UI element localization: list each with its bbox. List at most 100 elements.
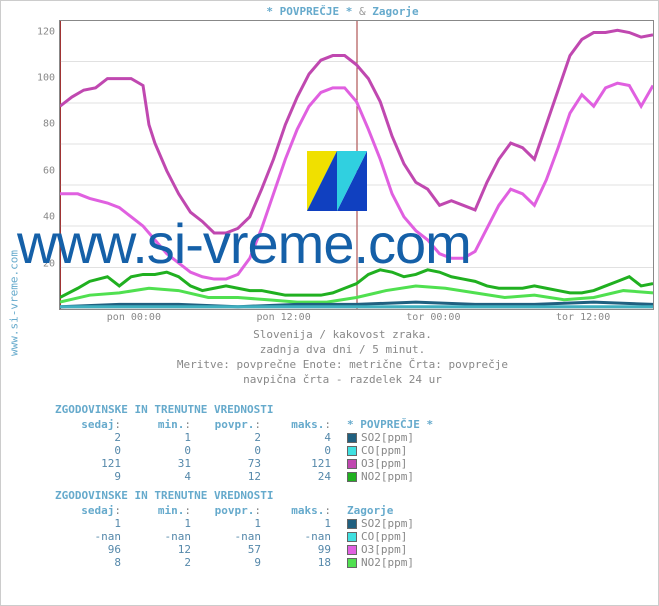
caption-line: navpična črta - razdelek 24 ur	[27, 373, 658, 388]
table-cell: 24	[265, 470, 335, 483]
ytick: 100	[37, 73, 55, 84]
table: sedaj:min.:povpr.:maks.:Zagorje1111SO2[p…	[55, 504, 418, 569]
table-cell: -nan	[195, 530, 265, 543]
series-label: NO2[ppm]	[361, 470, 414, 483]
column-header: sedaj:	[55, 504, 125, 517]
series-cell: O3[ppm]	[335, 543, 418, 556]
chart-wrap: 20406080100120	[27, 20, 654, 310]
series-cell: SO2[ppm]	[335, 517, 418, 530]
column-header: min.:	[125, 504, 195, 517]
series-cell: NO2[ppm]	[335, 556, 418, 569]
chart-title: * POVPREČJE * & Zagorje	[27, 1, 658, 20]
series-label: SO2[ppm]	[361, 517, 414, 530]
chart-svg	[60, 21, 653, 309]
table-row: -nan-nan-nan-nanCO[ppm]	[55, 530, 418, 543]
table-row: 1111SO2[ppm]	[55, 517, 418, 530]
table-cell: 31	[125, 457, 195, 470]
caption-line: zadnja dva dni / 5 minut.	[27, 343, 658, 358]
table-cell: 96	[55, 543, 125, 556]
title-amp: &	[359, 5, 366, 18]
table-cell: -nan	[125, 530, 195, 543]
swatch-icon	[347, 472, 357, 482]
table-row: 0000CO[ppm]	[55, 444, 437, 457]
table-cell: 4	[265, 431, 335, 444]
swatch-icon	[347, 433, 357, 443]
table-cell: 73	[195, 457, 265, 470]
table-cell: 121	[265, 457, 335, 470]
table: sedaj:min.:povpr.:maks.:* POVPREČJE *212…	[55, 418, 437, 483]
title-left: * POVPREČJE *	[266, 5, 352, 18]
column-header: povpr.:	[195, 418, 265, 431]
table-cell: 8	[55, 556, 125, 569]
column-header: min.:	[125, 418, 195, 431]
main-column: * POVPREČJE * & Zagorje 20406080100120 p…	[27, 1, 658, 605]
table-cell: 1	[55, 517, 125, 530]
column-header: maks.:	[265, 504, 335, 517]
table-cell: 1	[195, 517, 265, 530]
column-header: sedaj:	[55, 418, 125, 431]
table-header: ZGODOVINSKE IN TRENUTNE VREDNOSTI	[55, 489, 650, 502]
swatch-icon	[347, 545, 357, 555]
series-O3_zag	[60, 83, 653, 279]
table-cell: 4	[125, 470, 195, 483]
ytick: 80	[43, 119, 55, 130]
table-cell: 9	[195, 556, 265, 569]
caption: Slovenija / kakovost zraka. zadnja dva d…	[27, 326, 658, 397]
table-row: 82918NO2[ppm]	[55, 556, 418, 569]
series-cell: CO[ppm]	[335, 444, 437, 457]
series-cell: CO[ppm]	[335, 530, 418, 543]
table-header: ZGODOVINSKE IN TRENUTNE VREDNOSTI	[55, 403, 650, 416]
series-label: CO[ppm]	[361, 444, 407, 457]
table-cell: 0	[265, 444, 335, 457]
series-cell: O3[ppm]	[335, 457, 437, 470]
caption-line: Slovenija / kakovost zraka.	[27, 328, 658, 343]
table-cell: -nan	[55, 530, 125, 543]
table-cell: 18	[265, 556, 335, 569]
series-label: NO2[ppm]	[361, 556, 414, 569]
table-row: 96125799 O3[ppm]	[55, 543, 418, 556]
table-cell: 0	[125, 444, 195, 457]
chart-area	[59, 20, 654, 310]
series-label: SO2[ppm]	[361, 431, 414, 444]
table-title: Zagorje	[335, 504, 418, 517]
table-cell: 99	[265, 543, 335, 556]
chart-xaxis: pon 00:00pon 12:00tor 00:00tor 12:00	[59, 310, 658, 326]
table-cell: 12	[195, 470, 265, 483]
series-cell: NO2[ppm]	[335, 470, 437, 483]
xtick: tor 00:00	[406, 312, 460, 323]
table-cell: 1	[125, 431, 195, 444]
series-label: O3[ppm]	[361, 457, 407, 470]
table-cell: 12	[125, 543, 195, 556]
table-cell: 1	[125, 517, 195, 530]
tables: ZGODOVINSKE IN TRENUTNE VREDNOSTIsedaj:m…	[27, 397, 658, 577]
series-cell: SO2[ppm]	[335, 431, 437, 444]
series-label: CO[ppm]	[361, 530, 407, 543]
ytick: 20	[43, 258, 55, 269]
column-header: maks.:	[265, 418, 335, 431]
title-right: Zagorje	[372, 5, 418, 18]
table-cell: 0	[195, 444, 265, 457]
table-cell: 0	[55, 444, 125, 457]
column-header: povpr.:	[195, 504, 265, 517]
ylabel-column: www.si-vreme.com	[1, 1, 27, 605]
series-label: O3[ppm]	[361, 543, 407, 556]
table-title: * POVPREČJE *	[335, 418, 437, 431]
table-cell: 57	[195, 543, 265, 556]
swatch-icon	[347, 519, 357, 529]
xtick: pon 12:00	[257, 312, 311, 323]
swatch-icon	[347, 459, 357, 469]
table-row: 2124SO2[ppm]	[55, 431, 437, 444]
table-cell: -nan	[265, 530, 335, 543]
ytick: 60	[43, 165, 55, 176]
y-axis-label: www.si-vreme.com	[8, 250, 21, 356]
series-NO2_avg	[60, 270, 653, 298]
chart-frame: www.si-vreme.com * POVPREČJE * & Zagorje…	[0, 0, 659, 606]
ytick: 120	[37, 26, 55, 37]
swatch-icon	[347, 446, 357, 456]
table-cell: 9	[55, 470, 125, 483]
table-cell: 2	[55, 431, 125, 444]
table-cell: 121	[55, 457, 125, 470]
chart-yaxis: 20406080100120	[27, 20, 59, 310]
table-cell: 2	[195, 431, 265, 444]
xtick: pon 00:00	[107, 312, 161, 323]
